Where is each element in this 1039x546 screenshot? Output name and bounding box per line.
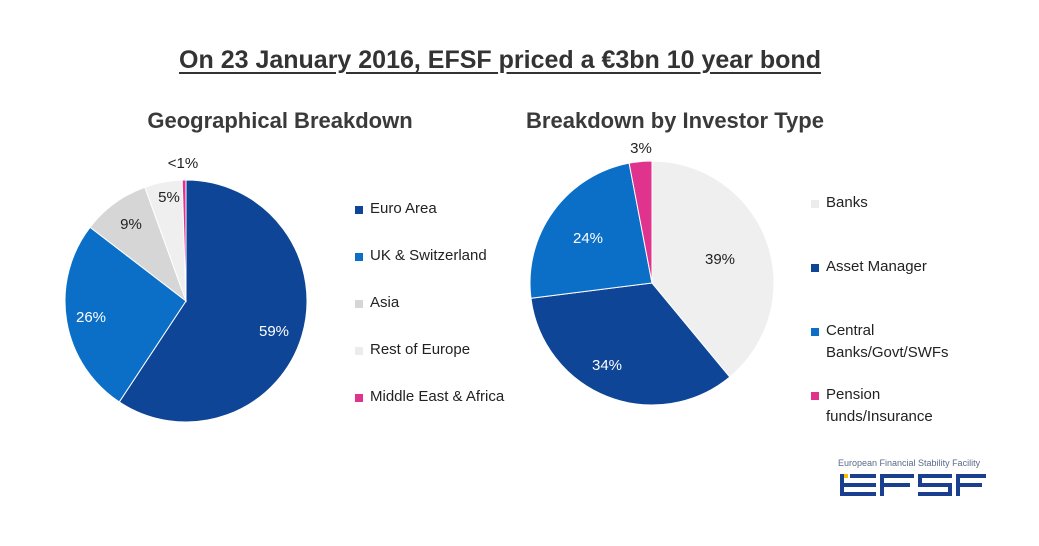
geo-chart-title: Geographical Breakdown (147, 108, 413, 133)
geo-data-label: 9% (120, 216, 142, 233)
investor-legend-item: Central Banks/Govt/SWFs (811, 320, 971, 364)
investor-data-label: 3% (630, 140, 652, 157)
legend-swatch (355, 206, 363, 214)
investor-legend-item: Pension funds/Insurance (811, 384, 971, 428)
legend-swatch (355, 253, 363, 261)
legend-swatch (811, 264, 819, 272)
legend-label: Rest of Europe (370, 341, 471, 358)
investor-pie: 39% 34% 24% 3% (529, 140, 775, 406)
page-title: On 23 January 2016, EFSF priced a €3bn 1… (179, 46, 821, 74)
investor-legend-item: Banks (811, 192, 971, 214)
investor-slice-central-banks-govt-swfs (529, 162, 653, 299)
investor-chart-title: Breakdown by Investor Type (526, 108, 824, 133)
investor-data-label: 34% (592, 357, 622, 374)
geo-data-label: <1% (168, 155, 198, 172)
legend-label: Pension funds/Insurance (826, 386, 933, 425)
geo-pie: 59% 26% 9% 5% <1% (64, 155, 308, 423)
geo-legend-item: Rest of Europe (355, 339, 545, 361)
legend-label: UK & Switzerland (370, 247, 487, 264)
legend-swatch (355, 347, 363, 355)
investor-slice-banks (651, 160, 775, 378)
efsf-wordmark-icon (840, 474, 986, 496)
investor-slice-asset-manager (530, 282, 731, 406)
efsf-logo: European Financial Stability Facility (838, 458, 988, 508)
legend-label: Middle East & Africa (370, 388, 505, 405)
geo-data-label: 59% (259, 323, 289, 340)
legend-swatch (355, 394, 363, 402)
geo-legend-item: UK & Switzerland (355, 245, 545, 267)
geo-slice-uk-switzerland (64, 226, 187, 403)
geo-legend-item: Asia (355, 292, 545, 314)
investor-data-label: 39% (705, 251, 735, 268)
legend-label: Asia (370, 294, 400, 311)
legend-label: Central Banks/Govt/SWFs (826, 322, 949, 361)
geo-slice-euro-area (118, 179, 308, 423)
legend-swatch (355, 300, 363, 308)
geo-data-label: 26% (76, 309, 106, 326)
legend-label: Euro Area (370, 200, 437, 217)
investor-slice-pension-funds-insurance (628, 160, 653, 284)
geo-slice-middle-east-africa (181, 179, 187, 302)
investor-data-label: 24% (573, 230, 603, 247)
legend-swatch (811, 328, 819, 336)
legend-label: Banks (826, 194, 868, 211)
geo-legend-item: Euro Area (355, 198, 545, 220)
legend-swatch (811, 392, 819, 400)
investor-legend-item: Asset Manager (811, 256, 971, 278)
legend-label: Asset Manager (826, 258, 927, 275)
geo-data-label: 5% (158, 189, 180, 206)
geo-legend-item: Middle East & Africa (355, 386, 545, 408)
logo-caption: European Financial Stability Facility (838, 458, 981, 468)
legend-swatch (811, 200, 819, 208)
